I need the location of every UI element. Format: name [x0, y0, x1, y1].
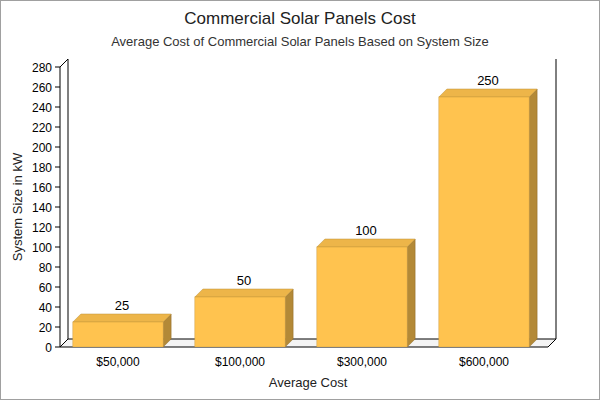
- bar: [317, 247, 407, 347]
- bar-side: [529, 89, 537, 347]
- y-tick: [55, 187, 60, 188]
- y-tick-label: 20: [39, 321, 53, 335]
- y-tick: [55, 127, 60, 128]
- wall-top-edge: [60, 59, 68, 67]
- title: Commercial Solar Panels Cost: [184, 9, 416, 28]
- chart-border: [1, 1, 600, 400]
- y-tick-label: 160: [32, 181, 52, 195]
- back-wall-edge: [556, 59, 557, 339]
- y-tick: [55, 107, 60, 108]
- bar-top: [317, 239, 415, 247]
- back-wall-left: [68, 59, 69, 339]
- y-tick-label: 220: [32, 121, 52, 135]
- bar-side: [407, 239, 415, 347]
- y-tick-label: 200: [32, 141, 52, 155]
- x-tick-label: $600,000: [459, 355, 509, 369]
- y-tick-label: 180: [32, 161, 52, 175]
- y-tick: [55, 167, 60, 168]
- bar-top: [195, 289, 293, 297]
- y-tick: [55, 287, 60, 288]
- y-tick-label: 280: [32, 61, 52, 75]
- chart-container: Commercial Solar Panels Cost Average Cost…: [0, 0, 600, 400]
- x-tick-label: $50,000: [96, 355, 140, 369]
- data-label: 100: [355, 223, 377, 238]
- y-axis-label: System Size in kW: [10, 152, 25, 261]
- y-tick-label: 60: [39, 281, 53, 295]
- x-tick-label: $300,000: [337, 355, 387, 369]
- y-tick-label: 40: [39, 301, 53, 315]
- bar-top: [73, 314, 171, 322]
- y-tick-label: 0: [45, 341, 52, 355]
- bar: [439, 97, 529, 347]
- chart-svg: Commercial Solar Panels Cost Average Cost…: [0, 0, 600, 400]
- y-tick: [55, 67, 60, 68]
- y-tick: [55, 147, 60, 148]
- bar: [73, 322, 163, 347]
- data-label: 25: [115, 298, 129, 313]
- bar-top: [439, 89, 537, 97]
- y-tick: [55, 87, 60, 88]
- bar: [195, 297, 285, 347]
- y-tick: [55, 267, 60, 268]
- subtitle: Average Cost of Commercial Solar Panels …: [111, 34, 489, 49]
- y-tick: [55, 247, 60, 248]
- y-tick-label: 80: [39, 261, 53, 275]
- y-tick: [55, 227, 60, 228]
- y-tick: [55, 307, 60, 308]
- bar-side: [285, 289, 293, 347]
- y-tick: [55, 327, 60, 328]
- y-tick-label: 100: [32, 241, 52, 255]
- y-tick: [55, 347, 60, 348]
- x-axis-label: Average Cost: [269, 375, 348, 390]
- x-tick-label: $100,000: [215, 355, 265, 369]
- y-tick: [55, 207, 60, 208]
- data-label: 50: [237, 273, 251, 288]
- bars: [73, 89, 537, 347]
- y-tick-label: 260: [32, 81, 52, 95]
- y-tick-label: 140: [32, 201, 52, 215]
- y-tick-label: 240: [32, 101, 52, 115]
- data-label: 250: [477, 73, 499, 88]
- y-tick-label: 120: [32, 221, 52, 235]
